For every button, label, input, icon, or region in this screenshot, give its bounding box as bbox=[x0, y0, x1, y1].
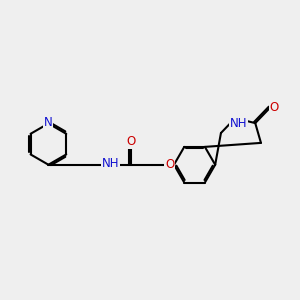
Text: O: O bbox=[126, 135, 135, 148]
Text: O: O bbox=[270, 101, 279, 114]
Text: O: O bbox=[165, 158, 174, 171]
Text: N: N bbox=[44, 116, 53, 129]
Text: NH: NH bbox=[102, 157, 119, 170]
Text: NH: NH bbox=[230, 117, 247, 130]
